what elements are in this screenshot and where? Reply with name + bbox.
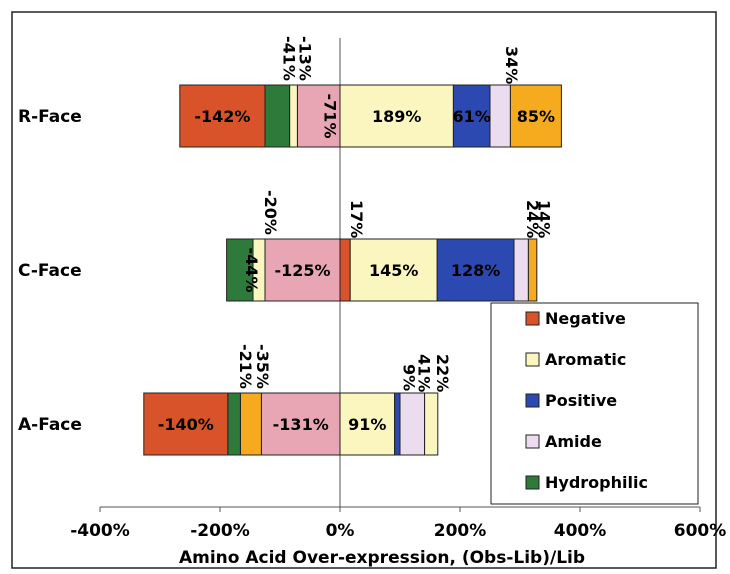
legend-label: Negative xyxy=(545,309,626,328)
data-label: -13% xyxy=(296,36,315,81)
category-label: A-Face xyxy=(18,415,82,435)
x-axis-title: Amino Acid Over-expression, (Obs-Lib)/Li… xyxy=(179,548,585,568)
data-label: 128% xyxy=(451,261,500,280)
data-label: 34% xyxy=(502,46,521,84)
legend-label: Hydrophilic xyxy=(545,473,648,492)
data-label: -125% xyxy=(274,261,330,280)
bar-segment xyxy=(424,392,439,456)
legend-swatch xyxy=(525,311,540,326)
x-tick-label: -400% xyxy=(70,521,130,541)
bar-segment xyxy=(399,392,426,456)
bar-segment xyxy=(296,84,341,148)
bar-segment xyxy=(239,392,262,456)
bar-segment xyxy=(527,238,538,302)
data-label: 91% xyxy=(348,415,386,434)
legend-swatch xyxy=(525,475,540,490)
data-label: 24% xyxy=(523,200,542,238)
x-tick-labels: -400% -200% 0% 200% 400% 600% xyxy=(70,507,726,541)
bar-segment xyxy=(264,238,341,302)
data-label: 61% xyxy=(453,107,491,126)
data-label: -140% xyxy=(158,415,214,434)
legend-label: Amide xyxy=(545,432,602,451)
legend-swatch xyxy=(525,434,540,449)
legend-label: Positive xyxy=(545,391,617,410)
bar-segment xyxy=(509,84,562,148)
bar-segment xyxy=(489,84,511,148)
data-label: -20% xyxy=(261,190,280,235)
x-tick-label: 400% xyxy=(554,521,607,541)
data-label: 17% xyxy=(347,200,366,238)
bar-segment xyxy=(264,84,291,148)
data-label: 14% xyxy=(535,200,554,238)
data-label: -142% xyxy=(194,107,250,126)
x-tick-label: 600% xyxy=(674,521,727,541)
bar-segment xyxy=(339,392,396,456)
data-label: 9% xyxy=(399,364,418,391)
bar-segment xyxy=(179,84,266,148)
x-tick-label: 200% xyxy=(434,521,487,541)
category-labels: R-Face C-Face A-Face xyxy=(18,107,82,435)
data-label: -21% xyxy=(236,344,255,389)
data-label: -41% xyxy=(279,36,298,81)
data-label: 41% xyxy=(414,354,433,392)
data-label: -71% xyxy=(321,94,340,139)
category-label: C-Face xyxy=(18,261,82,281)
data-label: -44% xyxy=(242,248,261,293)
legend-swatch xyxy=(525,352,540,367)
legend-label: Aromatic xyxy=(545,350,626,369)
bar-segment xyxy=(513,238,529,302)
legend-items: Negative Aromatic Positive Amide Hydrophilic xyxy=(525,309,648,492)
bar-segment xyxy=(143,392,229,456)
data-label: 189% xyxy=(372,107,421,126)
bar-segment xyxy=(394,392,401,456)
data-label: -35% xyxy=(253,344,272,389)
legend: Negative Aromatic Positive Amide Hydrophilic xyxy=(490,302,699,505)
data-label: 145% xyxy=(369,261,418,280)
data-label: 22% xyxy=(433,354,452,392)
bar-segment xyxy=(227,392,241,456)
bar-segment xyxy=(339,238,351,302)
data-label: -131% xyxy=(273,415,329,434)
legend-swatch xyxy=(525,393,540,408)
bar-segment xyxy=(349,238,438,302)
bar-segment xyxy=(436,238,515,302)
x-tick-label: -200% xyxy=(190,521,250,541)
category-label: R-Face xyxy=(18,107,82,127)
data-label: 85% xyxy=(517,107,555,126)
bar-segment xyxy=(226,238,254,302)
bar-segment xyxy=(289,84,298,148)
bars-layer: -71%-13%-41%-142% 189% 61%34%85%-125%-20%-… xyxy=(143,36,562,456)
x-tick-label: 0% xyxy=(326,521,355,541)
